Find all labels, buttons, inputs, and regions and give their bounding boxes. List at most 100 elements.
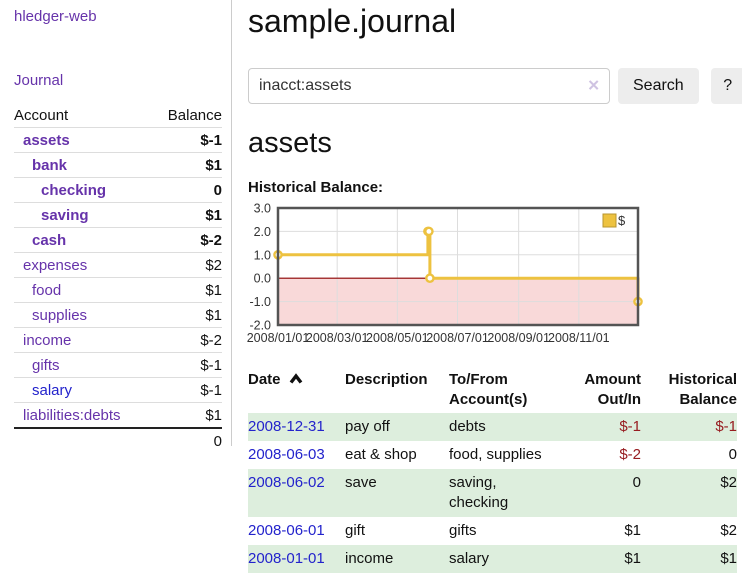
account-balance: $-1 [151,127,222,153]
transaction-date-cell: 2008-06-03 [248,441,345,469]
page-title: sample.journal [248,3,457,39]
data-point-marker [425,273,435,283]
app-title-link[interactable]: hledger-web [14,8,97,25]
account-name-cell: income [14,327,152,353]
search-input[interactable] [248,68,610,104]
account-balance: $1 [151,202,222,228]
account-name-cell: bank [14,152,152,178]
x-axis-tick-label: 2008/01/01 [247,331,310,345]
data-point-marker [424,226,434,237]
transaction-date-link[interactable]: 2008-12-31 [248,418,325,435]
legend-swatch [602,213,617,228]
account-link[interactable]: expenses [23,256,88,274]
register-body: 2008-12-31 pay off debts $-1 $-1 2008-06-03 ea… [248,413,737,573]
account-link[interactable]: checking [41,181,107,199]
account-heading: assets [248,127,332,159]
search-row: ✕ Search ? [248,68,742,104]
sidebar-accounts-table: Account Balance assets $-1 bank $1 checking 0… [14,104,222,453]
transaction-accounts: salary [449,545,553,573]
transaction-date-link[interactable]: 2008-01-01 [248,550,325,567]
account-name-cell: expenses [14,252,152,278]
sidebar-account-row: saving $1 [14,202,222,228]
account-link[interactable]: assets [23,131,70,149]
transaction-balance: $2 [641,469,737,517]
x-axis-tick-label: 2008/07/01 [426,331,489,345]
register-header-date-label: Date [248,371,281,388]
sidebar-total-spacer [14,427,152,453]
transaction-balance: $-1 [641,413,737,441]
account-link[interactable]: gifts [32,356,60,374]
sidebar-account-row: liabilities:debts $1 [14,402,222,429]
transaction-row: 2008-01-01 income salary $1 $1 [248,545,737,573]
transaction-description: pay off [345,413,449,441]
legend-label: $ [618,213,626,228]
account-balance: $2 [151,252,222,278]
account-balance: $-2 [151,327,222,353]
sidebar-item-journal[interactable]: Journal [14,72,64,89]
sidebar-account-row: checking 0 [14,177,222,203]
transaction-accounts: food, supplies [449,446,542,463]
sidebar-accounts-body: assets $-1 bank $1 checking 0 saving $1 cash $-2 e… [14,127,222,429]
sidebar-account-row: cash $-2 [14,227,222,253]
search-wrap: ✕ [248,68,610,104]
transaction-balance: $1 [641,545,737,573]
sidebar-header-account: Account [14,104,152,128]
y-axis-tick-label: 1.0 [254,248,271,262]
chart-svg: $3.0 2.0 1.0 0.0 -1.0 -2.02008/01/012008/03/0… [247,202,643,345]
account-link[interactable]: food [32,281,62,299]
x-axis-tick-label: 2008/11/01 [548,331,610,345]
sidebar-header-balance: Balance [151,104,222,128]
transaction-date-link[interactable]: 2008-06-03 [248,446,325,463]
register-header-historical: Historical Balance [668,371,737,408]
sidebar-account-row: assets $-1 [14,127,222,153]
register-header-description: Description [345,371,428,388]
sidebar-account-row: food $1 [14,277,222,303]
account-link[interactable]: supplies [32,306,88,324]
register-header-tofrom: To/From Account(s) [449,371,528,408]
account-link[interactable]: income [23,331,72,349]
y-axis-tick-label: -2.0 [249,319,271,333]
account-link[interactable]: salary [32,381,73,399]
transaction-accounts: gifts [449,522,477,539]
account-link[interactable]: cash [32,231,67,249]
account-balance: $-1 [151,352,222,378]
sidebar-account-row: gifts $-1 [14,352,222,378]
search-button[interactable]: Search [618,68,699,104]
account-balance: $1 [151,302,222,328]
transaction-balance: 0 [728,446,737,463]
transaction-date-cell: 2008-06-01 [248,517,345,545]
account-link[interactable]: bank [32,156,68,174]
transaction-date-cell: 2008-01-01 [248,545,345,573]
transaction-amount: $1 [553,545,641,573]
x-axis-tick-label: 2008/03/01 [306,331,369,345]
sort-ascending-icon [289,370,303,390]
account-link[interactable]: liabilities:debts [23,406,121,424]
sidebar-total-balance: 0 [151,427,222,453]
account-link[interactable]: saving [41,206,89,224]
clear-search-icon[interactable]: ✕ [587,77,600,95]
register-table: Date Description To/From Account(s) Amou… [248,367,737,573]
sidebar-accounts-header-row: Account Balance [14,104,222,128]
account-balance: $-1 [151,377,222,403]
sidebar-account-row: income $-2 [14,327,222,353]
help-button[interactable]: ? [710,68,742,104]
transaction-date-link[interactable]: 2008-06-02 [248,474,325,491]
transaction-amount: 0 [553,469,641,517]
transaction-date-link[interactable]: 2008-06-01 [248,522,325,539]
transaction-row: 2008-06-03 eat & shop food, supplies $-2 0 [248,441,737,469]
transaction-balance: $2 [720,522,737,539]
account-balance: 0 [151,177,222,203]
x-axis-tick-label: 2008/05/01 [366,331,429,345]
account-name-cell: cash [14,227,152,253]
account-name-cell: gifts [14,352,152,378]
x-axis-tick-label: 2008/09/01 [487,331,550,345]
account-balance: $-2 [151,227,222,253]
transaction-accounts: saving, checking [449,469,553,517]
sidebar: hledger-web Journal Account Balance asse… [0,0,232,453]
register-header-date[interactable]: Date [248,367,345,413]
account-name-cell: salary [14,377,152,403]
transaction-accounts: debts [449,413,553,441]
sidebar-total-row: 0 [14,427,222,453]
sidebar-account-row: expenses $2 [14,252,222,278]
register-header-amount: Amount Out/In [584,371,641,408]
